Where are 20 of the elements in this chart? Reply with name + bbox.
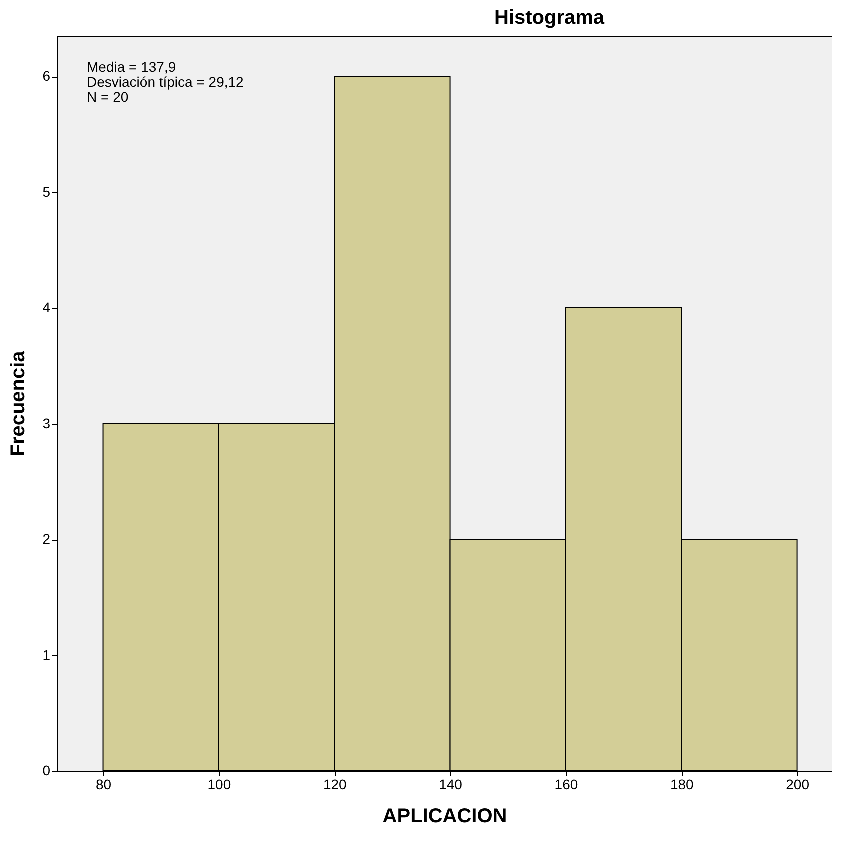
x-tick-label: 80: [96, 776, 112, 792]
x-tick-label: 100: [208, 776, 232, 792]
y-tick-label: 1: [42, 646, 51, 663]
annotation: N = 20: [87, 89, 129, 105]
x-tick-label: 140: [439, 776, 463, 792]
chart-title: Histograma: [494, 7, 606, 29]
y-tick-label: 6: [42, 68, 51, 84]
y-tick-label: 3: [42, 415, 51, 432]
y-tick-label: 5: [42, 184, 51, 200]
y-tick-label: 0: [42, 762, 51, 778]
x-tick-label: 180: [670, 776, 694, 792]
x-tick-label: 120: [323, 776, 348, 792]
y-tick-label: 4: [42, 300, 51, 316]
y-axis-title: Frecuencia: [8, 350, 30, 457]
x-tick-label: 160: [554, 776, 578, 792]
x-axis-title: APLICACION: [382, 806, 508, 828]
y-tick-label: 2: [42, 531, 51, 548]
annotation: Media = 137,9: [87, 59, 176, 75]
x-tick-label: 200: [786, 776, 810, 792]
annotation: Desviación típica = 29,12: [87, 74, 244, 90]
